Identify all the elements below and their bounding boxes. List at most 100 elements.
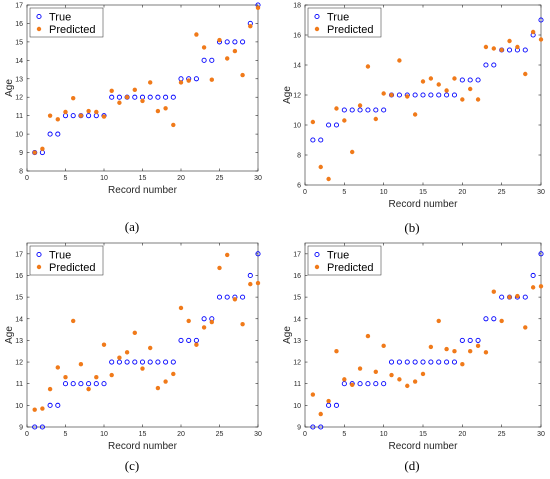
predicted-point [163, 106, 168, 111]
predicted-point [491, 289, 496, 294]
x-axis-label: Record number [389, 199, 459, 210]
x-axis-label: Record number [389, 441, 459, 452]
true-point [247, 272, 253, 279]
y-tick-label: 17 [15, 3, 23, 10]
true-point [483, 62, 489, 68]
predicted-point [491, 46, 496, 51]
predicted-point [499, 318, 504, 324]
x-tick-label: 0 [25, 431, 29, 438]
y-tick-label: 11 [16, 381, 23, 388]
y-tick-label: 8 [19, 169, 23, 176]
true-point [178, 337, 184, 343]
predicted-point [444, 88, 449, 93]
true-point [201, 57, 207, 63]
y-tick-label: 9 [297, 425, 301, 432]
predicted-point [507, 38, 512, 44]
x-tick-label: 25 [216, 431, 224, 438]
predicted-point [444, 346, 449, 352]
true-point [310, 424, 316, 430]
true-point [39, 150, 45, 156]
true-point [436, 92, 442, 98]
predicted-point [523, 71, 528, 77]
y-tick-label: 11 [294, 381, 301, 388]
x-tick-label: 15 [419, 189, 427, 196]
predicted-point [428, 344, 434, 350]
true-point [444, 359, 450, 365]
predicted-point [63, 375, 68, 380]
true-point [373, 381, 379, 387]
legend-box [29, 245, 104, 276]
predicted-point [515, 44, 520, 50]
predicted-point [209, 77, 214, 82]
predicted-point [334, 106, 339, 111]
legend-marker-true [36, 13, 42, 20]
predicted-point [310, 392, 316, 397]
x-tick-label: 25 [498, 189, 506, 196]
predicted-point [186, 318, 191, 324]
true-point [333, 402, 340, 408]
true-point [170, 359, 176, 365]
predicted-point [248, 24, 253, 29]
predicted-point [32, 407, 37, 412]
predicted-point [436, 82, 441, 87]
true-point [101, 381, 107, 387]
true-point [209, 57, 215, 63]
predicted-point [420, 371, 426, 377]
predicted-point [350, 382, 355, 387]
true-point [116, 94, 122, 100]
predicted-point [436, 318, 441, 324]
predicted-point [78, 362, 84, 367]
true-point [178, 76, 184, 82]
true-point [147, 94, 153, 100]
true-point [538, 17, 544, 23]
predicted-point [475, 343, 481, 349]
predicted-point [389, 372, 394, 378]
y-tick-label: 8 [297, 153, 301, 160]
true-point [420, 92, 426, 98]
predicted-point [255, 280, 261, 286]
predicted-point [94, 375, 99, 380]
predicted-point [428, 76, 434, 81]
predicted-point [55, 365, 60, 370]
x-tick-label: 0 [303, 431, 307, 438]
predicted-point [225, 56, 230, 61]
y-tick-label: 14 [15, 58, 23, 65]
predicted-point [232, 48, 238, 54]
predicted-point [186, 78, 191, 83]
predicted-point [248, 281, 253, 287]
y-tick-label: 11 [16, 113, 23, 120]
true-point [70, 113, 76, 119]
true-point [365, 381, 371, 387]
predicted-point [405, 94, 410, 99]
true-point [310, 137, 316, 143]
predicted-point [78, 113, 84, 118]
x-tick-label: 30 [537, 189, 545, 196]
predicted-point [63, 109, 68, 115]
predicted-point [171, 371, 176, 377]
predicted-point [342, 118, 347, 123]
legend-marker-predicted [36, 26, 42, 32]
predicted-point [460, 362, 465, 367]
predicted-point [538, 37, 544, 42]
x-tick-label: 20 [458, 189, 466, 196]
predicted-point [515, 293, 520, 299]
predicted-point [201, 325, 207, 330]
predicted-point [483, 44, 489, 50]
predicted-point [240, 72, 245, 78]
predicted-point [171, 122, 176, 128]
true-point [109, 94, 115, 100]
predicted-point [460, 97, 465, 102]
subplot-3: 0 5 10 15 20 25 30 9 10 11 12 13 14 15 16 17 Record numb… [4, 242, 262, 452]
y-tick-label: 10 [293, 403, 301, 410]
true-point [47, 402, 53, 408]
true-point [349, 107, 355, 113]
predicted-point [124, 350, 130, 355]
y-tick-label: 14 [293, 316, 301, 323]
true-point [193, 76, 199, 82]
predicted-point [132, 87, 137, 93]
true-point [412, 359, 418, 365]
true-point [451, 92, 458, 98]
predicted-point [310, 119, 316, 125]
true-point [475, 337, 481, 343]
